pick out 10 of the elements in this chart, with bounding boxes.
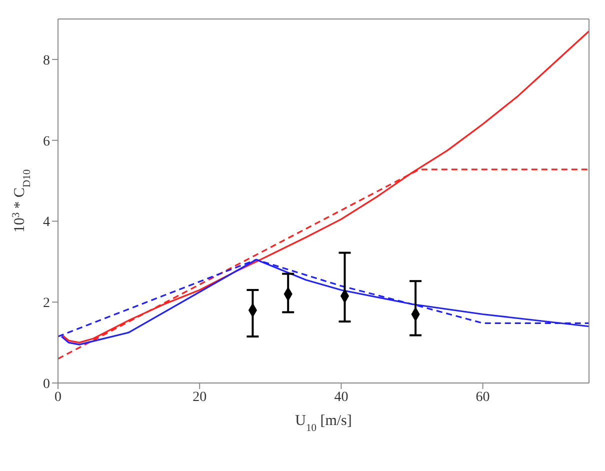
y-tick-label: 4 <box>43 215 50 230</box>
x-tick-label: 60 <box>476 390 490 405</box>
y-tick-label: 6 <box>43 134 50 150</box>
y-tick-label: 2 <box>43 296 50 312</box>
y-tick-label: 0 <box>43 376 50 392</box>
x-tick-label: 20 <box>192 390 207 405</box>
y-tick-label: 8 <box>43 53 50 68</box>
x-tick-label: 40 <box>334 390 348 405</box>
x-tick-label: 0 <box>54 390 62 405</box>
x-axis-title: U$_{10}$ [m/s] <box>295 413 352 434</box>
